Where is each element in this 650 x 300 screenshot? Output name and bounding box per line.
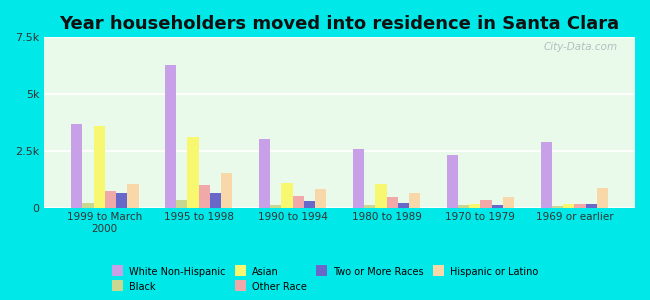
Bar [127, 184, 138, 208]
Bar [94, 126, 105, 208]
Bar [315, 189, 326, 208]
Bar [304, 201, 315, 208]
Bar [353, 148, 364, 208]
Bar [375, 184, 387, 208]
Title: Year householders moved into residence in Santa Clara: Year householders moved into residence i… [60, 15, 619, 33]
Bar [491, 205, 503, 208]
Bar [503, 197, 514, 208]
Bar [292, 196, 304, 208]
Bar [71, 124, 83, 208]
Bar [563, 204, 575, 208]
Bar [116, 193, 127, 208]
Bar [165, 64, 176, 208]
Bar [586, 204, 597, 208]
Bar [409, 193, 421, 208]
Bar [221, 173, 233, 208]
Bar [210, 193, 221, 208]
Bar [541, 142, 552, 208]
Bar [458, 205, 469, 208]
Bar [187, 137, 199, 208]
Bar [270, 205, 281, 208]
Bar [364, 205, 375, 208]
Text: City-Data.com: City-Data.com [543, 42, 618, 52]
Bar [281, 183, 292, 208]
Bar [199, 185, 210, 208]
Bar [398, 202, 409, 208]
Bar [105, 190, 116, 208]
Bar [259, 140, 270, 208]
Bar [83, 203, 94, 208]
Bar [469, 204, 480, 208]
Bar [480, 200, 491, 208]
Bar [387, 197, 398, 208]
Bar [597, 188, 608, 208]
Bar [552, 206, 563, 208]
Legend: White Non-Hispanic, Black, Asian, Other Race, Two or More Races, Hispanic or Lat: White Non-Hispanic, Black, Asian, Other … [109, 264, 541, 295]
Bar [575, 204, 586, 208]
Bar [447, 155, 458, 208]
Bar [176, 200, 187, 208]
